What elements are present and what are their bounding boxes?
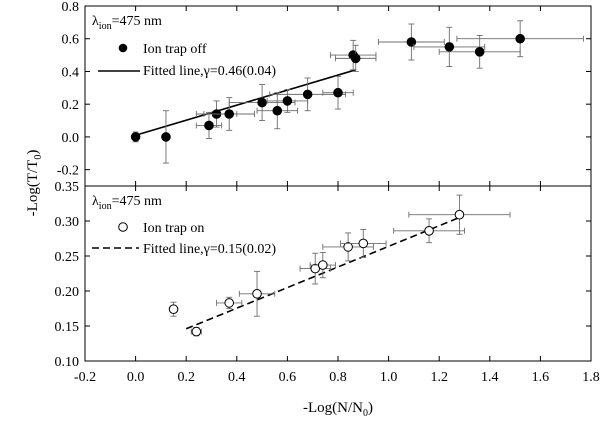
top-data-point [257,97,267,108]
bottom-lambda-subscript: ion [99,201,112,212]
top-data-point [161,132,171,142]
top-y-tick-label: 0.4 [62,65,80,80]
top-y-ticks: -0.2 0.0 0.2 0.4 0.6 0.8 [57,0,591,179]
x-tick-label: 0.0 [127,370,145,385]
x-tick-label: 0.8 [329,370,347,385]
bottom-legend-markers-label: Ion trap on [143,221,204,236]
bottom-legend-line-label: Fitted line,γ=0.15(0.02) [143,242,276,257]
top-legend-marker [118,43,128,53]
bottom-panel: 0.100.150.200.250.300.35 -0.2 0.0 0.2 0.4 0.… [55,180,600,385]
x-tick-label: 1.0 [380,370,398,385]
top-data-point [333,87,343,98]
top-data-point [474,47,485,57]
top-y-tick-label: 0.8 [62,0,80,15]
bottom-data-point [454,209,465,220]
top-lambda-subscript: ion [99,21,112,32]
bottom-y-tick-label: 0.35 [55,180,80,195]
top-data-point [204,120,214,131]
bottom-data-point [318,260,328,270]
bottom-x-ticks: -0.2 0.0 0.2 0.4 0.6 0.8 1.0 1.2 1.4 1.6 1.8 [74,186,600,385]
bottom-data-point [191,326,202,337]
x-axis-title: -Log(N/N0) [303,400,373,419]
top-lambda-symbol: λ [92,14,99,29]
top-data-point [302,89,313,100]
top-data-point [224,109,235,119]
x-axis-title-sub: 0 [363,408,368,419]
bottom-data-point [252,289,262,299]
x-tick-label: 1.6 [532,370,550,385]
x-tick-label: 0.6 [279,370,297,385]
top-lambda-annotation: λion=475 nm [92,14,162,32]
x-tick-label: 1.4 [481,370,499,385]
top-data-point [350,53,361,64]
top-panel: -0.2 0.0 0.2 0.4 0.6 0.8 λion=475 nm Ion trap… [57,0,592,187]
y-axis-title-main: -Log(T/T [25,160,41,217]
x-axis-title-main: -Log(N/N [303,400,363,416]
x-tick-label: -0.2 [74,370,96,385]
bottom-data-marks [168,194,511,337]
top-y-tick-label: -0.2 [57,164,79,179]
top-y-tick-label: 0.2 [62,98,80,113]
top-legend-markers-label: Ion trap off [143,42,207,57]
top-data-point [130,132,141,142]
top-lambda-value: =475 nm [112,14,162,29]
top-error-bar [335,44,377,72]
bottom-data-point [343,242,353,252]
bottom-plot-frame [84,185,592,362]
top-data-point [282,96,293,106]
bottom-data-point [168,304,179,315]
y-axis-title-end: ) [25,150,41,155]
bottom-y-tick-label: 0.30 [55,215,80,230]
x-tick-label: 0.4 [228,370,246,385]
top-y-tick-label: 0.6 [62,33,80,48]
y-axis-title: -Log(T/T0) [25,150,44,217]
x-tick-label: 0.2 [177,370,195,385]
bottom-y-tick-label: 0.20 [55,285,80,300]
bottom-lambda-annotation: λion=475 nm [92,194,162,212]
top-data-point [406,37,417,47]
bottom-lambda-symbol: λ [92,194,99,209]
bottom-data-point [310,263,321,274]
bottom-y-tick-label: 0.25 [55,250,80,265]
bottom-data-point [224,298,235,308]
bottom-data-point [358,238,369,249]
top-data-point [444,42,455,52]
x-axis-title-end: ) [368,400,373,416]
x-tick-label: 1.8 [582,370,600,385]
bottom-y-tick-label: 0.15 [55,320,80,335]
top-legend-line-label: Fitted line,γ=0.46(0.04) [143,64,276,79]
top-data-marks [130,20,584,164]
top-y-tick-label: 0.0 [62,131,80,146]
bottom-data-point [424,226,434,236]
top-data-point [515,33,525,44]
bottom-lambda-value: =475 nm [112,194,162,209]
top-data-point [272,105,283,116]
bottom-y-tick-label: 0.10 [55,355,80,370]
top-x-ticks [84,6,592,186]
bottom-legend-marker [118,222,128,232]
y-axis-title-sub: 0 [33,155,44,160]
bottom-y-ticks: 0.10 0.15 0.20 0.25 0.30 0.35 [55,180,591,370]
x-tick-label: 1.2 [430,370,448,385]
